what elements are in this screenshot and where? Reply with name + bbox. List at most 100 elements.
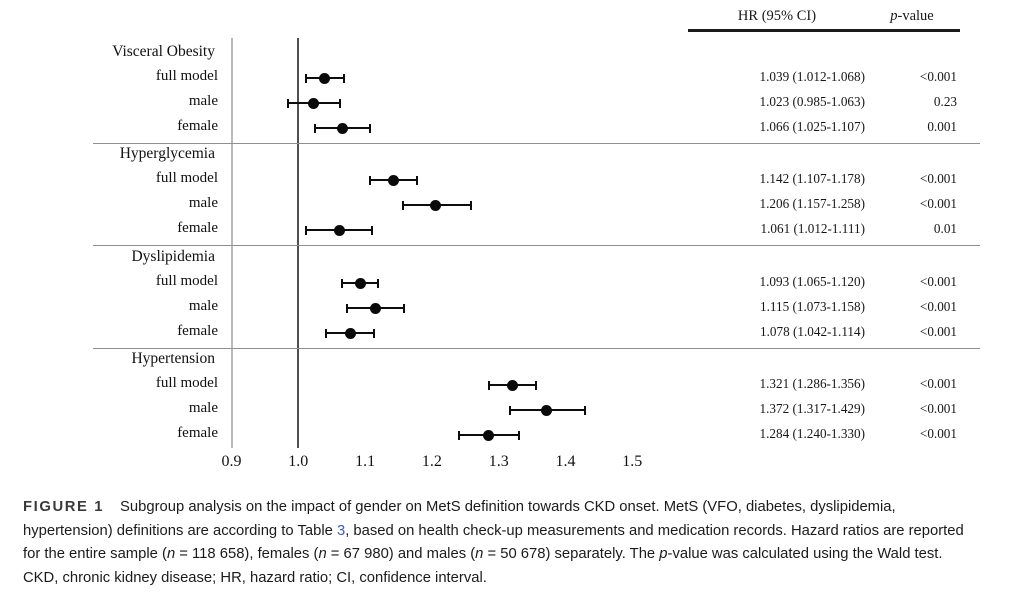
ci-cap-left	[305, 73, 308, 83]
group-label: Visceral Obesity	[112, 43, 215, 60]
table-3-link[interactable]: 3	[336, 522, 346, 539]
x-tick-label: 1.5	[622, 453, 643, 470]
hr-value: 1.066 (1.025-1.107)	[759, 119, 866, 134]
figure-tag: FIGURE 1	[23, 499, 105, 515]
caption-text: CKD, chronic kidney disease; HR, hazard …	[23, 569, 487, 586]
group-label: Dyslipidemia	[131, 248, 215, 265]
ci-cap-right	[373, 328, 376, 338]
row-label: male	[188, 195, 218, 211]
caption-line: for the entire sample (n = 118 658), fem…	[23, 543, 1015, 567]
ci-cap-right	[583, 405, 586, 415]
hr-value: 1.061 (1.012-1.111)	[760, 221, 865, 236]
x-tick-label: 1.1	[355, 453, 376, 470]
caption-text: hypertension) definitions are according …	[23, 522, 337, 539]
caption-text: for the entire sample (	[23, 546, 167, 562]
row-label: male	[188, 400, 218, 416]
row-label: male	[188, 93, 218, 109]
ci-cap-right	[339, 98, 342, 108]
ci-cap-left	[287, 98, 290, 108]
x-tick-label: 1.0	[288, 453, 309, 470]
ci-cap-left	[488, 380, 491, 390]
row-label: full model	[155, 273, 218, 289]
axis-line-0.9	[231, 38, 233, 448]
p-value: <0.001	[919, 196, 957, 211]
p-value: <0.001	[919, 324, 957, 339]
p-value: 0.01	[933, 221, 957, 236]
p-value: <0.001	[919, 376, 957, 391]
row-label: female	[177, 323, 218, 339]
ci-cap-right	[517, 430, 520, 440]
x-tick-label: 1.2	[421, 453, 442, 470]
point-marker	[333, 224, 345, 236]
caption-italic-text: n	[166, 546, 176, 562]
caption-text: -value was calculated using the Wald tes…	[667, 546, 943, 562]
hr-value: 1.284 (1.240-1.330)	[759, 426, 866, 441]
caption-text: Subgroup analysis on the impact of gende…	[120, 499, 896, 515]
caption-line: CKD, chronic kidney disease; HR, hazard …	[23, 567, 1015, 591]
x-tick-label: 0.9	[221, 453, 242, 470]
caption-italic-text: n	[475, 546, 484, 562]
point-marker	[541, 404, 553, 416]
ci-cap-left	[346, 303, 349, 313]
p-value: <0.001	[919, 274, 957, 289]
hr-value: 1.023 (0.985-1.063)	[759, 94, 866, 109]
point-marker	[336, 122, 348, 134]
ci-cap-left	[457, 430, 460, 440]
column-header-hr: HR (95% CI)	[737, 8, 817, 24]
row-label: female	[177, 118, 218, 134]
ci-cap-left	[305, 225, 308, 235]
p-value: <0.001	[919, 69, 957, 84]
separator-line	[93, 348, 980, 350]
point-marker	[369, 302, 381, 314]
hr-value: 1.115 (1.073-1.158)	[760, 299, 865, 314]
separator-line	[93, 143, 980, 145]
ci-cap-right	[469, 200, 472, 210]
reference-line-1.0	[297, 38, 299, 448]
p-value: <0.001	[919, 171, 957, 186]
row-label: full model	[155, 375, 218, 391]
point-marker	[354, 277, 366, 289]
point-marker	[344, 327, 356, 339]
row-label: male	[188, 298, 218, 314]
p-value: 0.001	[927, 119, 957, 134]
point-marker	[308, 97, 320, 109]
p-value: <0.001	[919, 426, 957, 441]
figure-caption: FIGURE 1 Subgroup analysis on the impact …	[23, 496, 1015, 590]
group-label: Hypertension	[131, 350, 215, 367]
point-marker	[318, 72, 330, 84]
column-header-p-text: -value	[897, 8, 934, 24]
p-value: <0.001	[919, 299, 957, 314]
point-marker	[482, 429, 494, 441]
column-header-p: p-value	[852, 8, 972, 25]
hr-value: 1.321 (1.286-1.356)	[759, 376, 866, 391]
caption-text: = 67 980) and males (	[326, 546, 476, 562]
point-marker	[387, 174, 399, 186]
ci-cap-right	[416, 175, 419, 185]
caption-line: FIGURE 1 Subgroup analysis on the impact …	[23, 496, 1015, 520]
ci-cap-left	[402, 200, 405, 210]
point-marker	[430, 199, 442, 211]
caption-line: hypertension) definitions are according …	[23, 520, 1015, 544]
ci-cap-left	[340, 278, 343, 288]
column-header-p-text: p	[890, 8, 898, 24]
row-label: female	[177, 425, 218, 441]
row-label: full model	[155, 170, 218, 186]
point-marker	[507, 379, 519, 391]
ci-cap-left	[509, 405, 512, 415]
row-label: female	[177, 220, 218, 236]
ci-cap-right	[535, 380, 538, 390]
x-tick-label: 1.4	[555, 453, 576, 470]
caption-italic-text: p	[659, 546, 668, 562]
x-tick-label: 1.3	[488, 453, 509, 470]
ci-cap-left	[314, 123, 316, 133]
group-label: Hyperglycemia	[119, 145, 215, 162]
p-value: <0.001	[919, 401, 957, 416]
row-label: full model	[155, 68, 218, 84]
caption-text: = 50 678) separately. The	[483, 546, 660, 562]
hr-value: 1.078 (1.042-1.114)	[760, 324, 865, 339]
ci-cap-left	[325, 328, 328, 338]
ci-cap-right	[402, 303, 405, 313]
ci-cap-right	[377, 278, 380, 288]
hr-value: 1.206 (1.157-1.258)	[759, 196, 866, 211]
hr-value: 1.142 (1.107-1.178)	[759, 171, 866, 186]
